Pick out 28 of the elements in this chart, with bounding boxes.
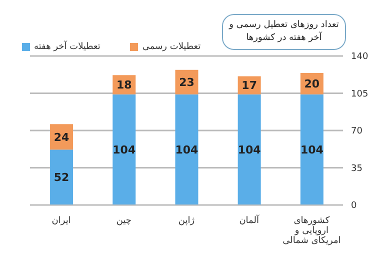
data-label: 104 [238, 144, 262, 157]
data-label: 104 [175, 144, 199, 157]
x-tick-label: ژاپن [178, 216, 195, 226]
y-tick-label: 140 [351, 52, 368, 62]
x-tick-label: آلمان [239, 214, 260, 226]
data-label: 23 [179, 76, 194, 89]
y-tick-label: 35 [351, 164, 362, 174]
data-label: 52 [54, 171, 70, 184]
legend-label: تعطیلات آخر هفته [34, 42, 100, 52]
y-tick-label: 70 [351, 126, 363, 137]
data-label: 18 [116, 78, 132, 92]
x-tick-label: کشورهای اروپایی و امریکای شمالی [282, 216, 341, 246]
x-tick-label: چین [116, 216, 132, 226]
data-label: 104 [112, 144, 136, 157]
data-label: 20 [304, 78, 320, 91]
y-tick-label: 105 [351, 89, 368, 100]
data-label: 24 [54, 130, 70, 144]
bar [300, 94, 324, 205]
x-tick-label: ایران [52, 216, 71, 226]
data-label: 17 [242, 79, 257, 92]
bar [50, 150, 74, 205]
legend-label: تعطیلات رسمی [142, 42, 201, 52]
chart-title: تعداد روزهای تعطیل رسمی و آخر هفته در کشورها [222, 14, 346, 50]
bar [238, 94, 261, 205]
y-tick-label: 0 [351, 201, 357, 212]
data-label: 104 [300, 144, 324, 157]
bar [175, 94, 198, 205]
bar [112, 94, 136, 205]
